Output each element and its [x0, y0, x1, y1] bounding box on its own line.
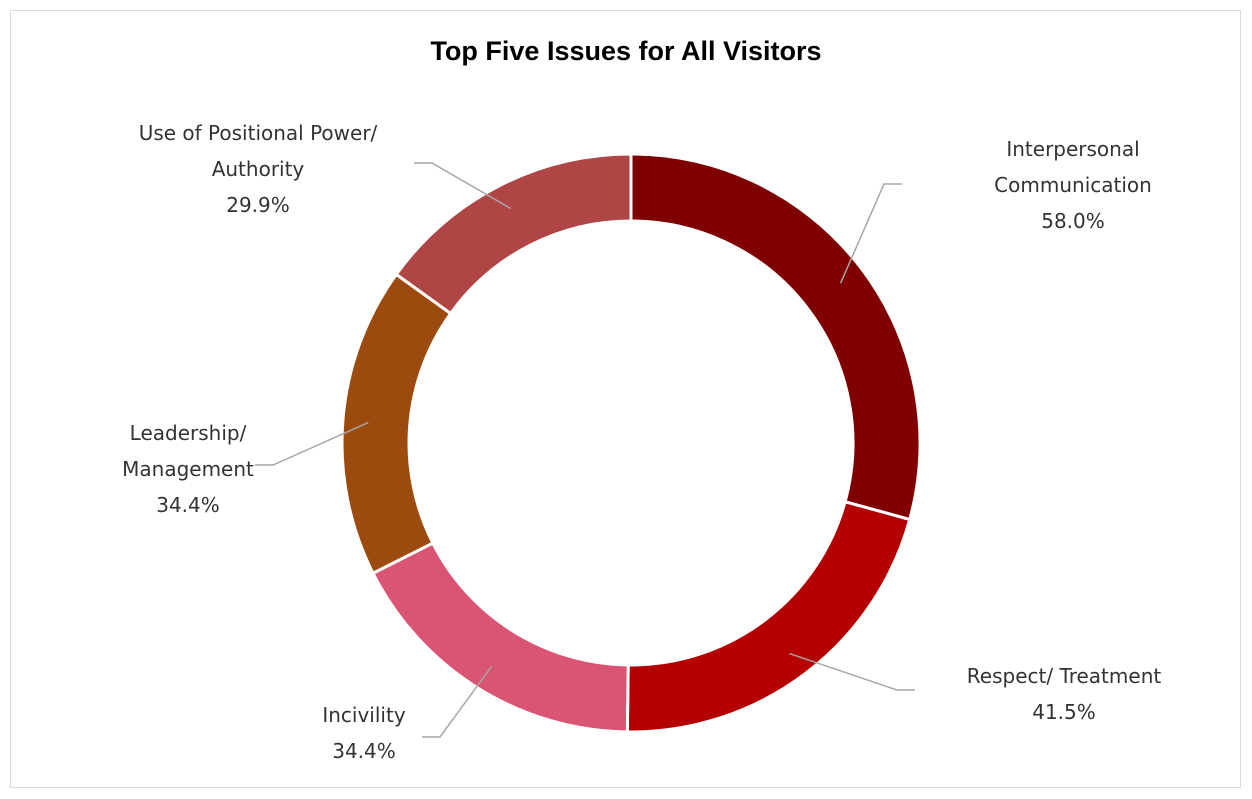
slice-3	[371, 541, 630, 734]
slice-name-label-3: Incivility	[322, 703, 405, 727]
slice-value-label-3: 34.4%	[332, 739, 396, 763]
slice-5	[394, 152, 633, 316]
slice-value-label-1: 58.0%	[1041, 209, 1105, 233]
slices-group	[340, 152, 922, 734]
labels-group: Interpersonal Communication 58.0% Respect/ …	[122, 121, 1161, 763]
chart-area	[10, 10, 1241, 788]
slice-value-label-5: 29.9%	[226, 193, 290, 217]
slice-name-label-2: Respect/ Treatment	[967, 664, 1162, 688]
slice-1	[629, 152, 922, 522]
slice-name-label-5: Use of Positional Power/	[139, 121, 378, 145]
slice-value-label-4: 34.4%	[156, 493, 220, 517]
slice-value-label-2: 41.5%	[1032, 700, 1096, 724]
slice-name-label-4: Leadership/	[130, 421, 247, 445]
chart-title: Top Five Issues for All Visitors	[430, 36, 822, 66]
leader-line-3	[422, 666, 493, 738]
slice-name-label-5: Authority	[212, 157, 305, 181]
leader-line-4	[255, 421, 369, 466]
slice-4	[340, 272, 453, 576]
slice-name-label-1: Communication	[994, 173, 1152, 197]
slice-name-label-4: Management	[122, 457, 254, 481]
leader-line-1	[839, 183, 902, 284]
leader-lines-group	[255, 162, 915, 738]
leader-line-5	[414, 162, 512, 210]
leader-line-2	[789, 652, 915, 691]
slice-2	[625, 499, 912, 734]
slice-name-label-1: Interpersonal	[1006, 137, 1139, 161]
